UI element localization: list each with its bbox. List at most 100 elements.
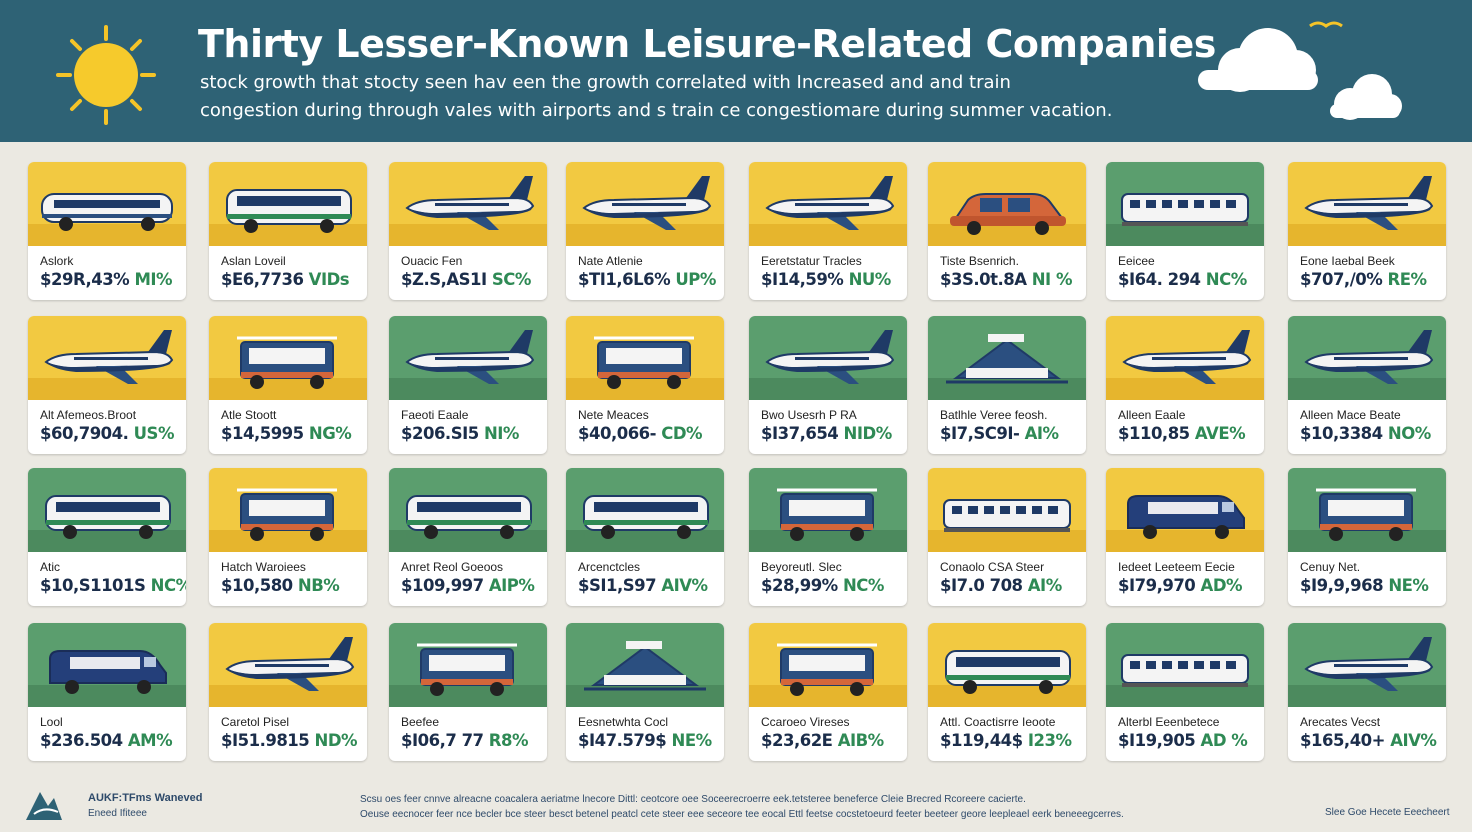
stock-value: $E6,7736 bbox=[221, 270, 309, 289]
company-name: Nate Atlenie bbox=[578, 254, 643, 268]
stock-value: $I37,654 bbox=[761, 424, 844, 443]
stock-value: $206.SI5 bbox=[401, 424, 484, 443]
stock-growth-stat: $Z.S,AS1I SC% bbox=[401, 270, 547, 289]
card-scene bbox=[928, 623, 1086, 707]
company-name: Alterbl Eeenbetece bbox=[1118, 715, 1220, 729]
stock-growth-stat: $I19,905 AD % bbox=[1118, 731, 1264, 750]
airplane-icon bbox=[1304, 330, 1434, 384]
growth-percent: I23% bbox=[1027, 731, 1072, 750]
company-card: Faeoti Eaale $206.SI5 NI% bbox=[389, 316, 547, 454]
stock-value: $28,99% bbox=[761, 576, 843, 595]
card-scene bbox=[1288, 162, 1446, 246]
company-card: Hatch Waroiees $10,580 NB% bbox=[209, 468, 367, 606]
header-banner: Thirty Lesser-Known Leisure-Related Comp… bbox=[0, 0, 1472, 142]
card-scene bbox=[389, 162, 547, 246]
growth-percent: RE% bbox=[1387, 270, 1427, 289]
stock-value: $10,3384 bbox=[1300, 424, 1388, 443]
growth-percent: NC% bbox=[1205, 270, 1247, 289]
growth-percent: NU% bbox=[848, 270, 892, 289]
bus-icon bbox=[406, 495, 532, 539]
card-ground bbox=[566, 378, 724, 400]
card-scene bbox=[389, 316, 547, 400]
footer-text-line-2: Oeuse eecnocer feer nce becler bce steer… bbox=[360, 809, 1124, 820]
stock-growth-stat: $I79,970 AD% bbox=[1118, 576, 1264, 595]
airplane-icon bbox=[1304, 637, 1434, 691]
stock-value: $10,S1101S bbox=[40, 576, 151, 595]
bus-icon bbox=[583, 495, 709, 539]
stock-value: $I9,9,968 bbox=[1300, 576, 1389, 595]
rv-icon bbox=[777, 488, 877, 541]
growth-percent: NI% bbox=[483, 424, 519, 443]
stock-value: $I19,905 bbox=[1118, 731, 1201, 750]
stock-growth-stat: $60,7904. US% bbox=[40, 424, 186, 443]
growth-percent: AI% bbox=[1027, 576, 1062, 595]
company-name: Beefee bbox=[401, 715, 440, 729]
airplane-icon bbox=[405, 330, 535, 384]
company-name: Alt Afemeos.Broot bbox=[40, 408, 137, 422]
growth-percent: AVE% bbox=[1194, 424, 1246, 443]
sun-icon bbox=[56, 25, 156, 125]
airplane-icon bbox=[405, 176, 535, 230]
company-card: Lool $236.504 AM% bbox=[28, 623, 186, 761]
card-scene bbox=[928, 468, 1086, 552]
van-icon bbox=[1127, 495, 1245, 539]
stock-value: $14,5995 bbox=[221, 424, 309, 443]
company-card: Beefee $I06,7 77 R8% bbox=[389, 623, 547, 761]
growth-percent: NC% bbox=[842, 576, 884, 595]
growth-percent: VIDs bbox=[308, 270, 350, 289]
card-ground bbox=[1106, 685, 1264, 707]
card-ground bbox=[1288, 530, 1446, 552]
stock-value: $I47.579$ bbox=[578, 731, 672, 750]
stock-value: $I7.0 708 bbox=[940, 576, 1028, 595]
bus-icon bbox=[945, 650, 1071, 694]
growth-percent: R8% bbox=[488, 731, 529, 750]
stock-growth-stat: $110,85 AVE% bbox=[1118, 424, 1264, 443]
card-scene bbox=[566, 316, 724, 400]
growth-percent: AIV% bbox=[661, 576, 708, 595]
card-ground bbox=[1288, 224, 1446, 246]
card-ground bbox=[389, 685, 547, 707]
stock-value: $Z.S,AS1I bbox=[401, 270, 492, 289]
company-card: Tiste Bsenrich. $3S.0t.8A NI % bbox=[928, 162, 1086, 300]
growth-percent: MI% bbox=[134, 270, 173, 289]
stock-value: $TI1,6L6% bbox=[578, 270, 676, 289]
stock-value: $I06,7 77 bbox=[401, 731, 489, 750]
stock-growth-stat: $10,S1101S NC% bbox=[40, 576, 186, 595]
company-name: Conaolo CSA Steer bbox=[940, 560, 1045, 574]
growth-percent: NE% bbox=[671, 731, 713, 750]
card-ground bbox=[389, 224, 547, 246]
company-name: Attl. Coactisrre Ieoote bbox=[940, 715, 1056, 729]
company-card: Alleen Mace Beate $10,3384 NO% bbox=[1288, 316, 1446, 454]
company-name: Lool bbox=[40, 715, 63, 729]
growth-percent: UP% bbox=[675, 270, 716, 289]
card-scene bbox=[1106, 316, 1264, 400]
growth-percent: NI % bbox=[1031, 270, 1073, 289]
card-ground bbox=[928, 530, 1086, 552]
company-name: Arecates Vecst bbox=[1300, 715, 1381, 729]
card-ground bbox=[749, 224, 907, 246]
stock-growth-stat: $I7,SC9I- AI% bbox=[940, 424, 1086, 443]
company-name: Bwo Usesrh P RA bbox=[761, 408, 857, 422]
company-name: Eeicee bbox=[1118, 254, 1155, 268]
train-icon bbox=[943, 499, 1071, 532]
growth-percent: AD% bbox=[1200, 576, 1243, 595]
company-name: Anret Reol Goeoos bbox=[401, 560, 504, 574]
company-name: Batlhle Veree feosh. bbox=[940, 408, 1048, 422]
company-card: Alleen Eaale $110,85 AVE% bbox=[1106, 316, 1264, 454]
company-name: Tiste Bsenrich. bbox=[940, 254, 1019, 268]
company-name: Ccaroeo Vireses bbox=[761, 715, 850, 729]
stock-value: $40,066- bbox=[578, 424, 662, 443]
tent-icon bbox=[946, 334, 1068, 384]
card-ground bbox=[749, 378, 907, 400]
stock-value: $3S.0t.8A bbox=[940, 270, 1032, 289]
card-scene bbox=[389, 623, 547, 707]
subtitle-line-1: stock growth that stocty seen hav een th… bbox=[200, 72, 1011, 93]
stock-value: $10,580 bbox=[221, 576, 298, 595]
growth-percent: NG% bbox=[308, 424, 352, 443]
company-name: Iedeet Leeteem Eecie bbox=[1118, 560, 1235, 574]
company-card: Beyoreutl. Slec $28,99% NC% bbox=[749, 468, 907, 606]
company-name: Caretol Pisel bbox=[221, 715, 290, 729]
company-name: Hatch Waroiees bbox=[221, 560, 306, 574]
company-card: Nete Meaces $40,066- CD% bbox=[566, 316, 724, 454]
stock-growth-stat: $I9,9,968 NE% bbox=[1300, 576, 1446, 595]
